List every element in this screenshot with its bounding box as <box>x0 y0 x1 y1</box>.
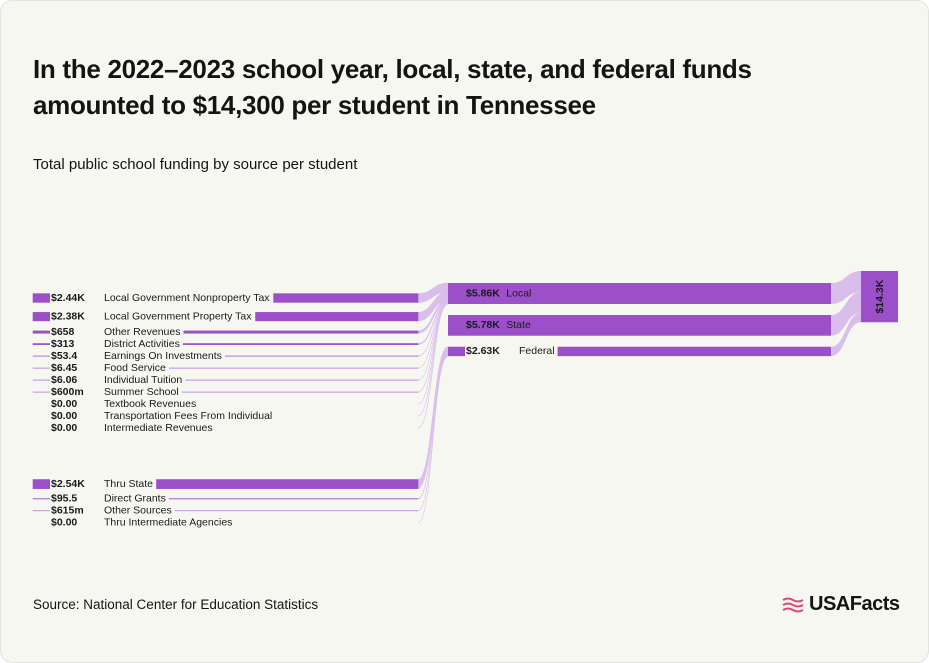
source-bar <box>32 330 419 334</box>
value-label: $2.63K <box>466 345 500 357</box>
group-link <box>831 312 861 357</box>
node-label: District Activities <box>104 338 180 350</box>
label-bg <box>50 326 184 339</box>
value-label: $6.45 <box>51 362 77 374</box>
value-label: $615m <box>51 505 84 517</box>
total-bar <box>861 271 898 323</box>
value-label: $0.00 <box>51 398 77 410</box>
node-label: Thru Intermediate Agencies <box>104 517 232 529</box>
value-label: $2.54K <box>51 478 85 490</box>
label-bg <box>50 362 170 375</box>
node-label: State <box>506 319 531 331</box>
label-bg <box>50 504 175 517</box>
value-label: $0.00 <box>51 422 77 434</box>
group-bar <box>448 283 831 304</box>
value-label: $313 <box>51 338 75 350</box>
node-label: Earnings On Investments <box>104 350 222 362</box>
value-label: $658 <box>51 326 75 338</box>
node-label: Other Revenues <box>104 326 180 338</box>
value-label: $5.86K <box>466 287 500 299</box>
node-label: Local Government Property Tax <box>104 310 252 322</box>
node-label: Direct Grants <box>104 493 166 505</box>
subtitle: Total public school funding by source pe… <box>33 156 358 173</box>
label-bg <box>50 422 216 435</box>
node-label: Textbook Revenues <box>104 398 196 410</box>
value-label: $6.06 <box>51 374 77 386</box>
label-bg <box>50 386 182 399</box>
value-label: $2.38K <box>51 310 85 322</box>
label-bg <box>50 338 183 351</box>
group-bar <box>448 315 831 336</box>
label-bg <box>50 492 169 505</box>
value-label: $0.00 <box>51 410 77 422</box>
title-line: amounted to $14,300 per student in Tenne… <box>33 90 596 120</box>
node-label: Intermediate Revenues <box>104 422 213 434</box>
source-link <box>417 355 449 512</box>
value-label: $600m <box>51 386 84 398</box>
value-label: $95.5 <box>51 493 77 505</box>
node-label: Food Service <box>104 362 166 374</box>
node-label: Thru State <box>104 478 153 490</box>
node-label: Local <box>506 287 531 299</box>
label-bg <box>50 292 274 304</box>
node-label: Transportation Fees From Individual <box>104 410 272 422</box>
source: Source: National Center for Education St… <box>33 597 319 612</box>
group-bar <box>448 346 831 357</box>
label-bg <box>50 410 276 423</box>
logo-icon <box>782 597 804 612</box>
source-link <box>417 355 449 524</box>
title: In the 2022–2023 school year, local, sta… <box>33 51 752 123</box>
value-label: $2.44K <box>51 292 85 304</box>
title-line: In the 2022–2023 school year, local, sta… <box>33 54 752 84</box>
label-bg <box>50 374 186 387</box>
group-link <box>831 292 861 336</box>
node-label: Summer School <box>104 386 179 398</box>
group-link <box>831 271 861 304</box>
label-bg <box>50 516 236 529</box>
node-label: Other Sources <box>104 505 172 517</box>
node-label: Federal <box>519 345 555 357</box>
label-bg <box>50 478 157 491</box>
labels: $2.44K Local Government Nonproperty Tax $2… <box>50 279 886 529</box>
value-label: $5.78K <box>466 319 500 331</box>
label-bg <box>465 345 558 358</box>
node-label: Local Government Nonproperty Tax <box>104 292 270 304</box>
logo: USAFacts <box>781 593 900 616</box>
label-bg <box>50 350 225 363</box>
label-bg <box>50 398 200 411</box>
logo-text: USAFacts <box>809 593 900 615</box>
node-label: Individual Tuition <box>104 374 182 386</box>
source-bar <box>32 479 419 489</box>
source-bar <box>32 343 419 345</box>
value-label: $53.4 <box>51 350 77 362</box>
total-label: $14.3K <box>874 279 886 313</box>
label-bg <box>50 310 256 323</box>
value-label: $0.00 <box>51 517 77 529</box>
links <box>417 271 861 524</box>
